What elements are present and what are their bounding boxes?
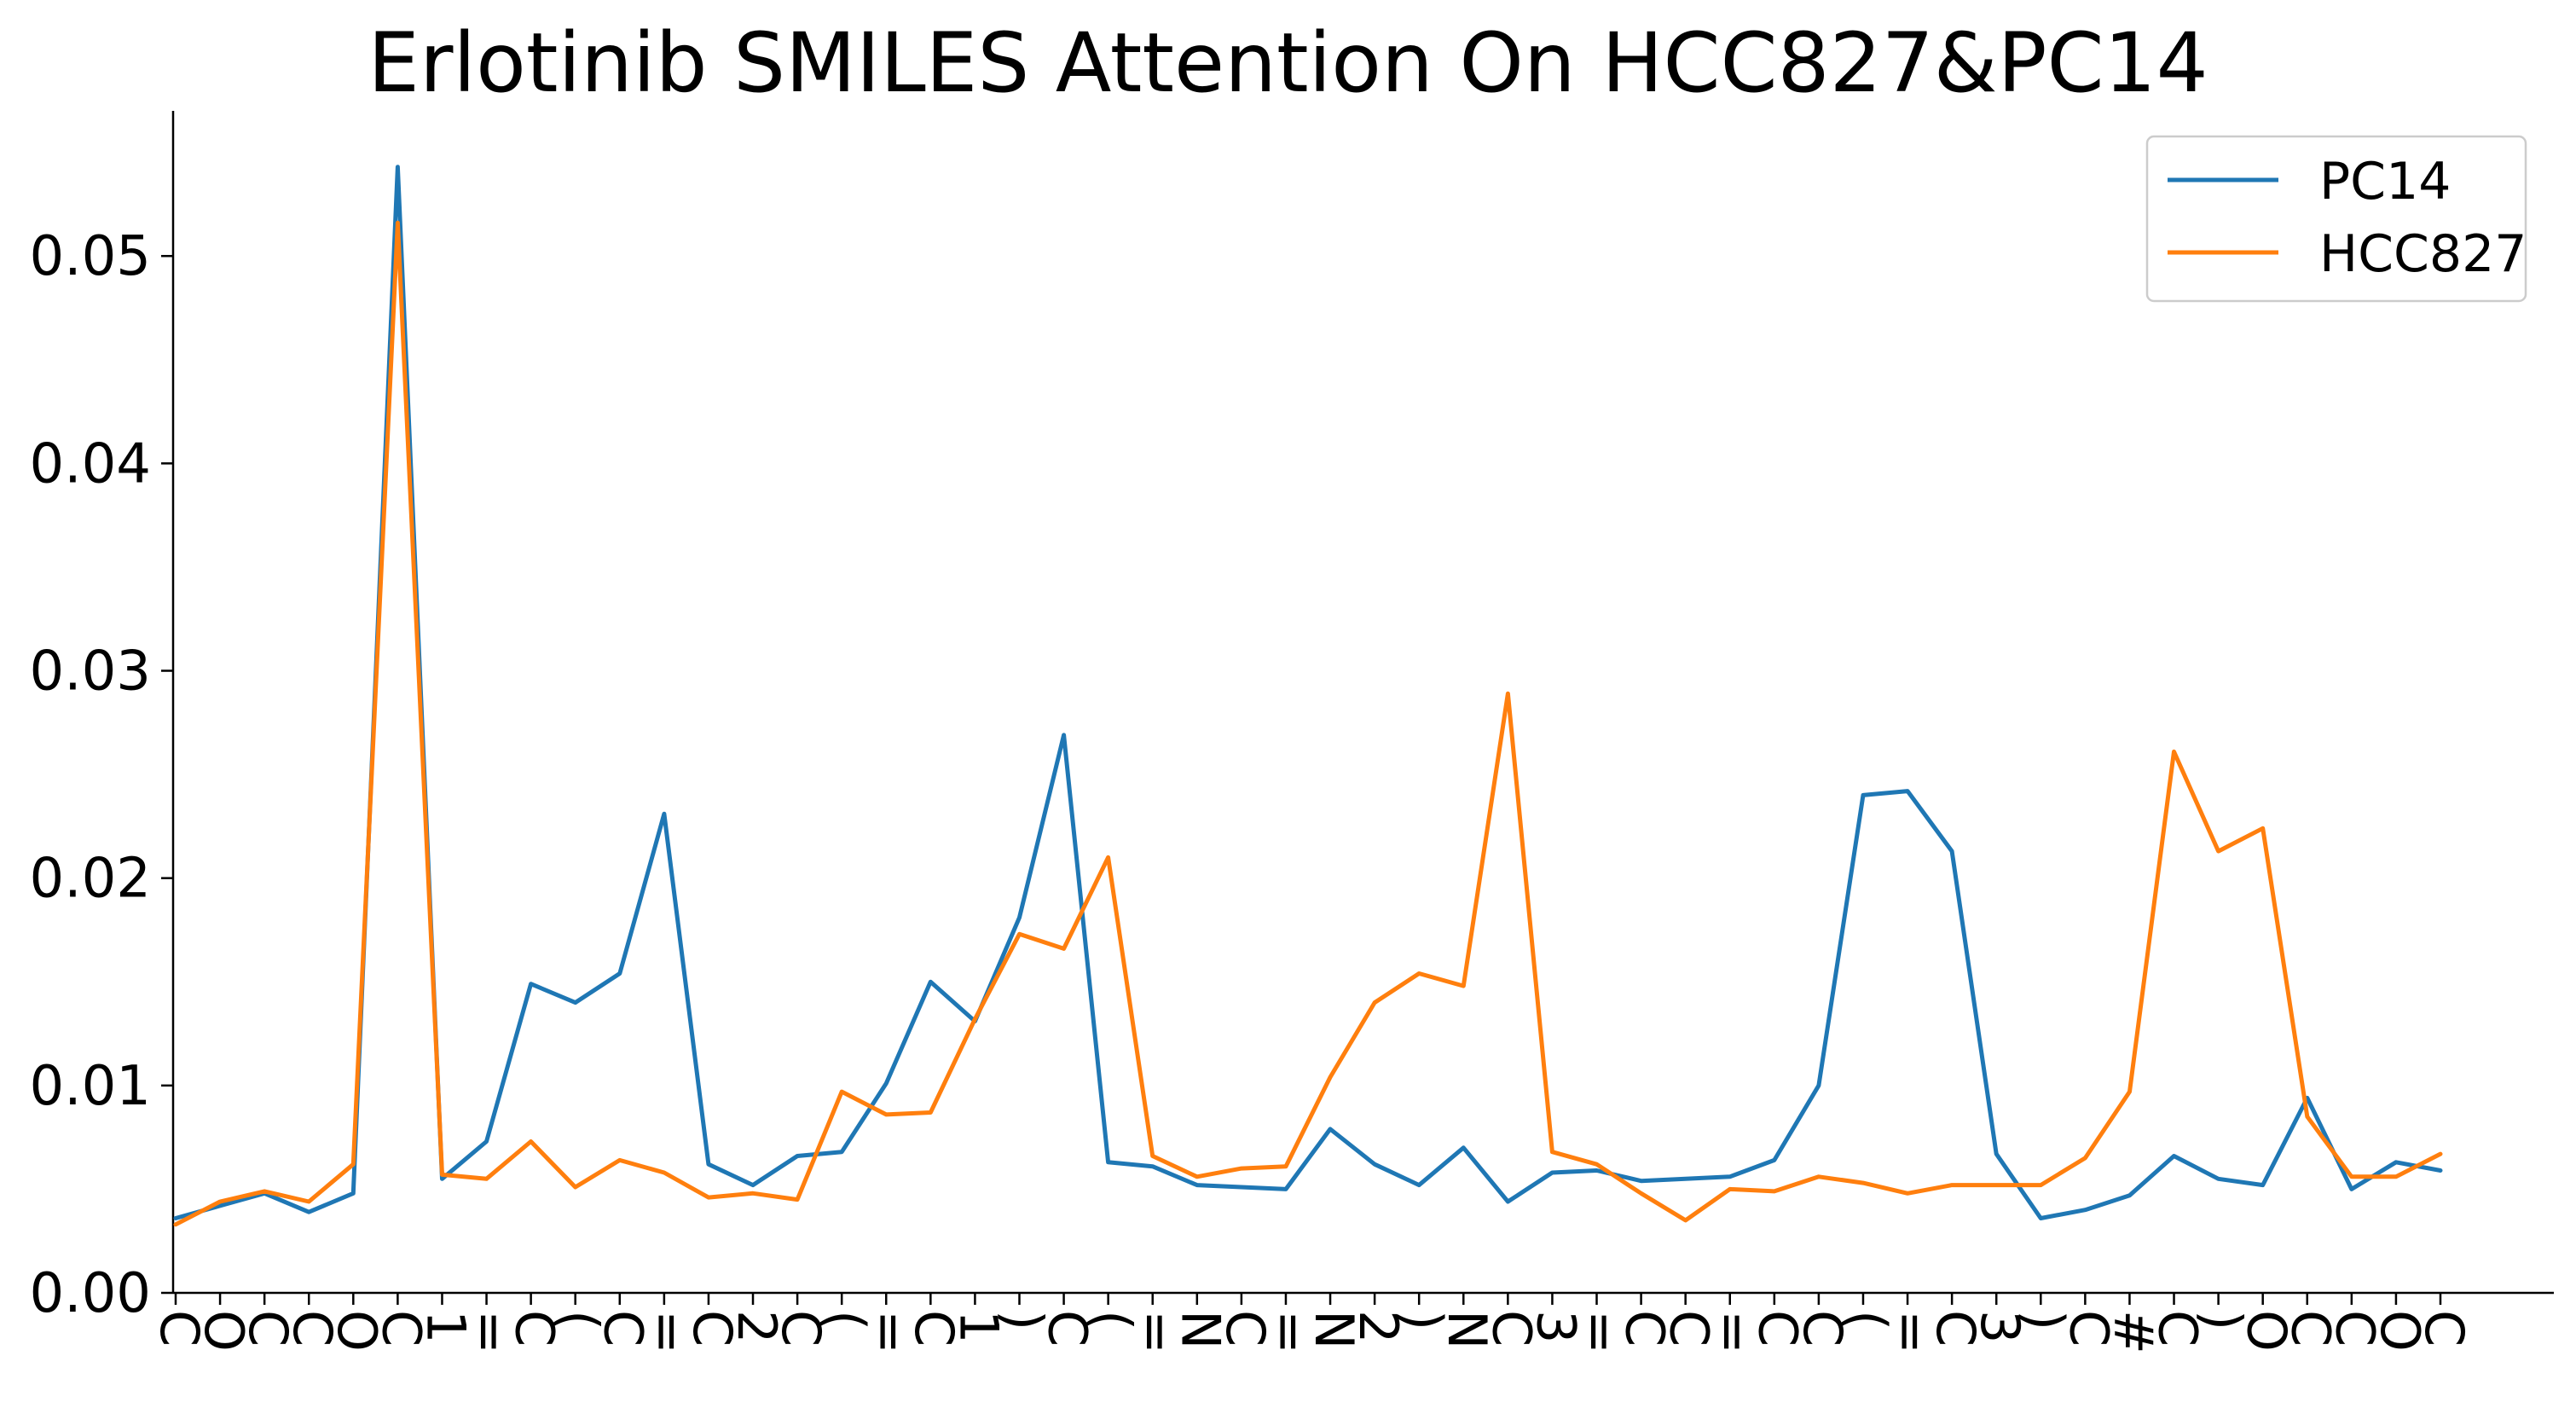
y-tick-label: 0.04 [30,432,152,495]
x-tick-label: = [859,1310,921,1354]
x-tick-label: C [370,1310,432,1347]
x-tick-label: C [148,1310,211,1347]
legend: PC14 HCC827 [2145,135,2527,303]
x-tick-label: = [1259,1310,1321,1354]
x-tick-label: C [681,1310,744,1347]
x-tick-label: N [1303,1310,1365,1349]
x-tick-label: C [1480,1310,1543,1347]
x-tick-label: ) [1392,1310,1454,1330]
x-tick-label: C [593,1310,655,1347]
series-lines [173,165,2443,1227]
x-tick-label: C [2324,1310,2387,1347]
x-tick-label: 3 [1525,1310,1587,1343]
x-tick-label: ( [1081,1310,1143,1330]
x-tick-label: = [1880,1310,1942,1354]
x-tick-label: C [1613,1310,1676,1347]
x-tick-label: O [326,1310,388,1352]
x-tick-label: 2 [1347,1310,1410,1343]
x-tick-label: = [1569,1310,1631,1354]
axes: 0.000.010.020.030.040.05COCCOC1=C(C=C2C(… [30,111,2554,1354]
x-tick-label: ( [814,1310,877,1330]
x-tick-label: 2 [726,1310,788,1343]
x-tick-label: C [770,1310,832,1347]
x-tick-label: N [1436,1310,1498,1349]
x-tick-label: ) [992,1310,1054,1330]
x-tick-label: O [193,1310,255,1352]
x-tick-label: C [1214,1310,1276,1347]
y-tick-label: 0.01 [30,1055,152,1118]
x-tick-label: = [1703,1310,1765,1354]
x-tick-label: C [2413,1310,2475,1347]
x-tick-label: C [504,1310,566,1347]
x-tick-label: ) [2013,1310,2075,1330]
y-tick-label: 0.00 [30,1262,152,1325]
x-tick-label: C [903,1310,965,1347]
x-tick-label: C [2280,1310,2342,1347]
x-tick-label: C [237,1310,299,1347]
x-tick-label: C [1792,1310,1854,1347]
series-line-hcc827 [173,220,2443,1227]
x-tick-label: ) [2191,1310,2254,1330]
chart-title: Erlotinib SMILES Attention On HCC827&PC1… [368,15,2208,111]
x-tick-label: ( [1836,1310,1898,1330]
y-tick-label: 0.02 [30,848,152,911]
x-tick-label: 3 [1969,1310,2031,1343]
series-line-pc14 [173,165,2443,1220]
x-tick-label: 1 [947,1310,1010,1343]
x-tick-label: C [281,1310,344,1347]
x-tick-label: C [1658,1310,1721,1347]
x-tick-label: C [2058,1310,2120,1347]
x-tick-label: = [637,1310,699,1354]
y-tick-label: 0.05 [30,225,152,288]
x-tick-label: 1 [414,1310,477,1343]
x-tick-label: = [459,1310,521,1354]
x-tick-label: N [1170,1310,1232,1349]
x-tick-label: C [1036,1310,1098,1347]
x-tick-label: C [1747,1310,1809,1347]
legend-label: HCC827 [2319,224,2527,284]
legend-label: PC14 [2319,152,2451,211]
x-tick-label: ( [548,1310,611,1330]
x-tick-label: O [2236,1310,2298,1352]
x-tick-label: = [1126,1310,1188,1354]
x-tick-label: O [2369,1310,2431,1352]
x-tick-label: # [2102,1310,2164,1354]
legend-box [2145,135,2527,303]
x-tick-label: C [1925,1310,1987,1347]
x-tick-label: C [2146,1310,2208,1347]
y-tick-label: 0.03 [30,640,152,704]
